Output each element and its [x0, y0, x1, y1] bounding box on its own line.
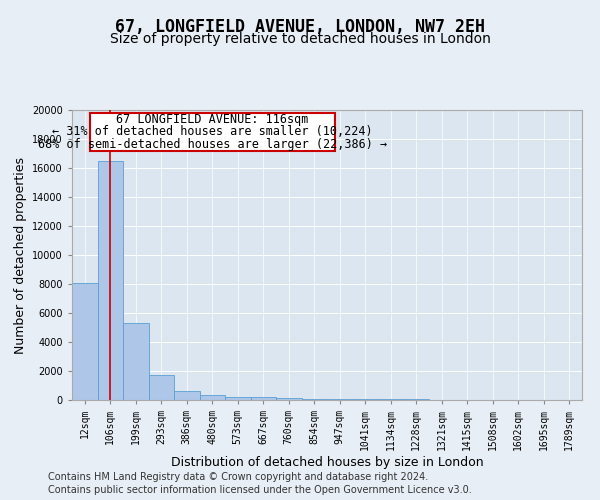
Bar — [353, 399, 378, 400]
Bar — [302, 398, 327, 400]
Bar — [276, 398, 302, 400]
Text: 67 LONGFIELD AVENUE: 116sqm: 67 LONGFIELD AVENUE: 116sqm — [116, 113, 308, 126]
Bar — [251, 398, 276, 400]
Text: ← 31% of detached houses are smaller (10,224): ← 31% of detached houses are smaller (10… — [52, 125, 373, 138]
X-axis label: Distribution of detached houses by size in London: Distribution of detached houses by size … — [170, 456, 484, 468]
Bar — [174, 391, 199, 400]
Bar — [123, 323, 149, 400]
FancyBboxPatch shape — [90, 113, 335, 150]
Bar — [199, 394, 225, 400]
Text: 68% of semi-detached houses are larger (22,386) →: 68% of semi-detached houses are larger (… — [38, 138, 387, 150]
Bar — [72, 284, 97, 400]
Bar — [149, 374, 174, 400]
Text: 67, LONGFIELD AVENUE, LONDON, NW7 2EH: 67, LONGFIELD AVENUE, LONDON, NW7 2EH — [115, 18, 485, 36]
Bar — [225, 396, 251, 400]
Bar — [327, 399, 353, 400]
Y-axis label: Number of detached properties: Number of detached properties — [14, 156, 26, 354]
Text: Size of property relative to detached houses in London: Size of property relative to detached ho… — [110, 32, 490, 46]
Text: Contains HM Land Registry data © Crown copyright and database right 2024.: Contains HM Land Registry data © Crown c… — [48, 472, 428, 482]
Bar — [97, 161, 123, 400]
Text: Contains public sector information licensed under the Open Government Licence v3: Contains public sector information licen… — [48, 485, 472, 495]
